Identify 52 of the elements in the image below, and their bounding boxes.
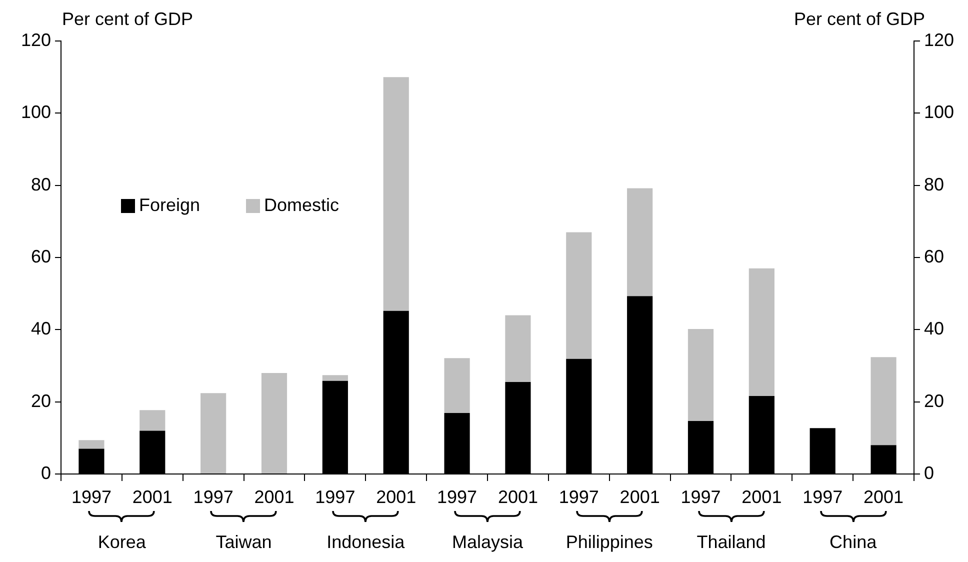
y2-tick-label: 20 <box>924 390 944 411</box>
x-tick-label: 1997 <box>315 486 356 507</box>
bar <box>688 328 714 421</box>
bar <box>566 232 592 359</box>
bar <box>78 440 104 449</box>
y-tick-label: 40 <box>30 318 51 339</box>
y2-tick-label: 0 <box>924 462 934 483</box>
x-tick-label: 2001 <box>132 486 172 507</box>
bar <box>627 188 653 296</box>
y-tick-label: 0 <box>40 462 51 483</box>
y2-tick-label: 40 <box>924 318 944 339</box>
y-tick-label: 80 <box>30 174 51 194</box>
x-tick-label: 1997 <box>680 486 721 507</box>
bar <box>870 357 896 446</box>
legend-label: Domestic <box>264 194 340 215</box>
x-tick-label: 2001 <box>864 486 904 507</box>
y-tick-label: 100 <box>20 102 51 122</box>
text: Malaysia <box>452 532 524 552</box>
x-tick-label: 1997 <box>193 486 234 507</box>
bar <box>444 358 470 414</box>
y2-tick-label: 100 <box>924 102 954 122</box>
bar <box>140 410 166 431</box>
y2-tick-label: 80 <box>924 174 944 194</box>
x-tick-label: 1997 <box>558 486 599 507</box>
y2-tick-label: 60 <box>924 246 944 266</box>
y2-tick-label: 120 <box>924 30 954 50</box>
text: China <box>830 532 878 552</box>
y-tick-label: 60 <box>30 246 51 266</box>
x-tick-label: 1997 <box>71 486 112 507</box>
y2-axis-title: Per cent of GDP <box>794 8 925 29</box>
bar <box>322 375 348 381</box>
text: Korea <box>98 532 147 552</box>
x-tick-label: 2001 <box>254 486 294 507</box>
text: Indonesia <box>326 532 406 552</box>
bar <box>748 268 774 396</box>
x-tick-label: 2001 <box>498 486 538 507</box>
x-tick-label: 2001 <box>620 486 660 507</box>
x-tick-label: 1997 <box>437 486 478 507</box>
bar <box>261 372 288 474</box>
y-axis-title: Per cent of GDP <box>62 8 194 29</box>
text: Taiwan <box>216 532 272 552</box>
bar <box>200 393 226 474</box>
text: Thailand <box>696 532 766 552</box>
bar <box>505 315 531 382</box>
y-tick-label: 120 <box>20 30 51 50</box>
x-tick-label: 1997 <box>802 486 843 507</box>
x-tick-label: 2001 <box>376 486 416 507</box>
legend-label: Foreign <box>139 194 200 215</box>
text: Philippines <box>566 532 653 552</box>
x-tick-label: 2001 <box>742 486 782 507</box>
bar <box>383 77 409 311</box>
y-tick-label: 20 <box>30 390 51 411</box>
